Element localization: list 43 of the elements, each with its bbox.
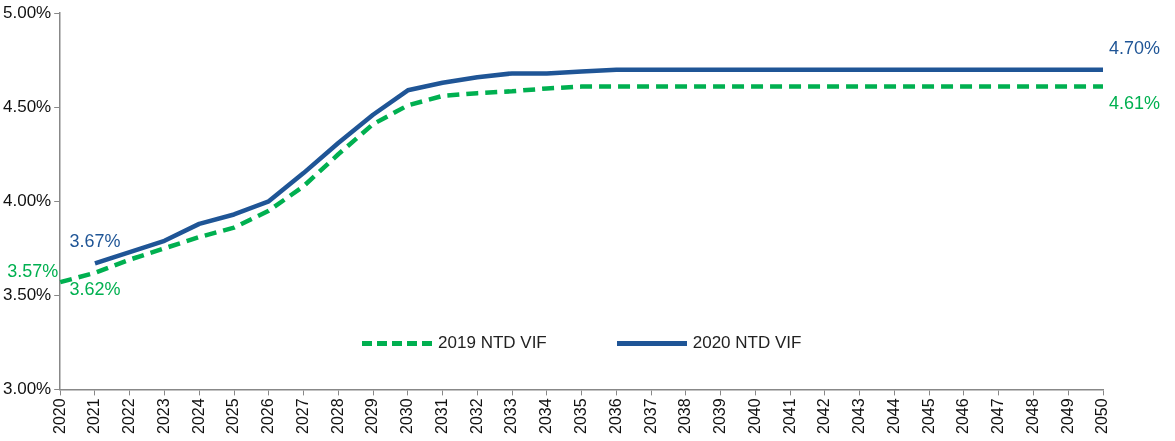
x-tick-label: 2022 [120,398,138,434]
x-tick-label: 2027 [293,398,311,434]
data-label: 4.70% [1109,37,1161,58]
x-tick-label: 2038 [676,398,694,434]
x-tick-label: 2037 [641,398,659,434]
x-tick-label: 2021 [85,398,103,434]
x-tick-label: 2042 [815,398,833,434]
x-tick-label: 2040 [745,398,763,434]
x-tick-label: 2026 [259,398,277,434]
legend-label: 2019 NTD VIF [438,333,547,354]
x-tick-label: 2035 [572,398,590,434]
y-tick-label: 4.50% [3,96,52,116]
x-tick-label: 2020 [50,398,68,434]
x-tick-label: 2045 [919,398,937,434]
x-tick-label: 2039 [711,398,729,434]
x-tick-label: 2031 [432,398,450,434]
x-tick-label: 2044 [884,398,902,434]
x-tick-label: 2030 [398,398,416,434]
x-tick-label: 2048 [1023,398,1041,434]
data-label: 3.57% [7,261,59,282]
x-tick-label: 2043 [850,398,868,434]
y-tick-label: 3.50% [3,285,52,305]
x-tick-label: 2047 [989,398,1007,434]
x-tick-label: 2041 [780,398,798,434]
x-tick-label: 2025 [224,398,242,434]
x-tick-label: 2023 [154,398,172,434]
x-tick-label: 2046 [954,398,972,434]
x-tick-label: 2034 [537,398,555,434]
x-tick-label: 2033 [502,398,520,434]
x-tick-label: 2049 [1058,398,1076,434]
x-tick-label: 2024 [189,398,207,434]
x-tick-label: 2032 [467,398,485,434]
y-tick-label: 4.00% [3,190,52,210]
x-tick-label: 2028 [328,398,346,434]
x-tick-label: 2050 [1093,398,1111,434]
y-tick-label: 3.00% [3,379,52,399]
y-tick-label: 5.00% [3,2,52,22]
legend-label: 2020 NTD VIF [692,333,802,354]
data-label: 4.61% [1109,92,1161,113]
data-label: 3.67% [69,231,121,252]
data-label: 3.62% [69,278,121,299]
x-tick-label: 2029 [363,398,381,434]
x-tick-label: 2036 [606,398,624,434]
